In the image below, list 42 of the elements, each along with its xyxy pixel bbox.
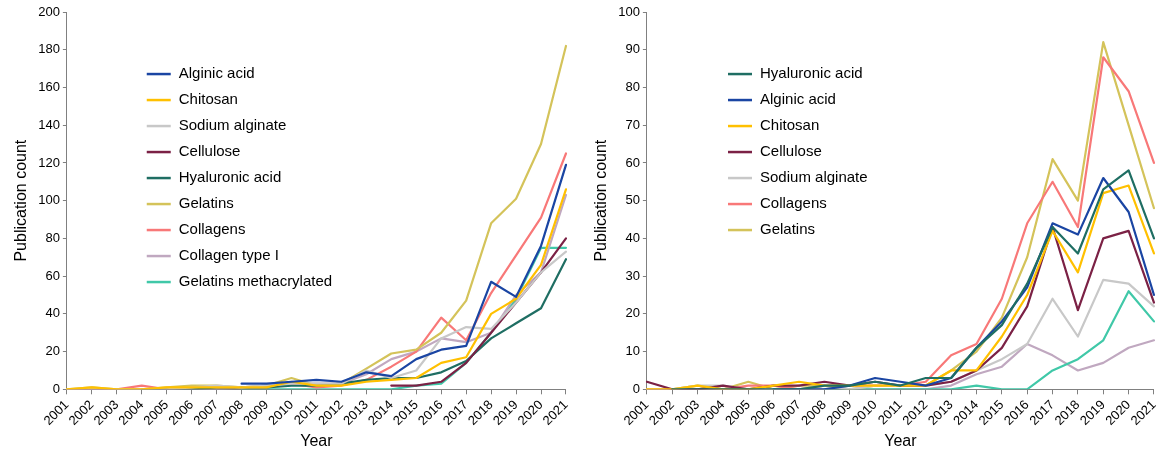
legend-label: Cellulose bbox=[178, 142, 241, 160]
y-tick-label: 40 bbox=[45, 305, 60, 321]
y-tick-label: 20 bbox=[45, 343, 60, 359]
y-tick-label: 80 bbox=[45, 229, 60, 245]
legend-label: Sodium alginate bbox=[760, 168, 868, 186]
legend-label: Collagens bbox=[760, 194, 827, 212]
y-tick-label: 90 bbox=[625, 41, 640, 57]
y-tick-label: 200 bbox=[38, 3, 60, 19]
legend-label: Hyaluronic acid bbox=[760, 64, 863, 82]
y-tick-label: 0 bbox=[632, 380, 640, 396]
x-axis-title: Year bbox=[884, 431, 918, 449]
y-tick-label: 180 bbox=[38, 41, 60, 57]
legend-label: Sodium alginate bbox=[178, 116, 287, 134]
y-tick-label: 80 bbox=[625, 79, 640, 95]
y-tick-label: 50 bbox=[625, 192, 640, 208]
legend-label: Gelatins bbox=[760, 220, 816, 238]
y-tick-label: 40 bbox=[625, 229, 640, 245]
y-tick-label: 10 bbox=[625, 343, 640, 359]
y-tick-label: 30 bbox=[625, 267, 640, 283]
y-tick-label: 100 bbox=[618, 3, 640, 19]
y-tick-label: 160 bbox=[38, 79, 60, 95]
legend-label: Alginic acid bbox=[178, 64, 255, 82]
y-tick-label: 100 bbox=[38, 192, 60, 208]
legend-label: Collagens bbox=[178, 220, 246, 238]
y-tick-label: 20 bbox=[625, 305, 640, 321]
x-axis-title: Year bbox=[300, 431, 334, 449]
legend-label: Collagen type I bbox=[178, 246, 279, 264]
legend-label: Chitosan bbox=[760, 116, 820, 134]
y-tick-label: 120 bbox=[38, 154, 60, 170]
y-axis-title: Publication count bbox=[592, 139, 610, 262]
y-tick-label: 0 bbox=[52, 380, 60, 396]
legend-label: Hyaluronic acid bbox=[178, 168, 282, 186]
legend-label: Cellulose bbox=[760, 142, 822, 160]
legend-label: Alginic acid bbox=[760, 90, 836, 108]
y-tick-label: 140 bbox=[38, 116, 60, 132]
y-tick-label: 60 bbox=[625, 154, 640, 170]
y-tick-label: 70 bbox=[625, 116, 640, 132]
legend-label: Chitosan bbox=[178, 90, 238, 108]
legend-label: Gelatins methacrylated bbox=[178, 272, 333, 290]
y-axis-title: Publication count bbox=[12, 139, 30, 262]
y-tick-label: 60 bbox=[45, 267, 60, 283]
legend-label: Gelatins bbox=[178, 194, 234, 212]
